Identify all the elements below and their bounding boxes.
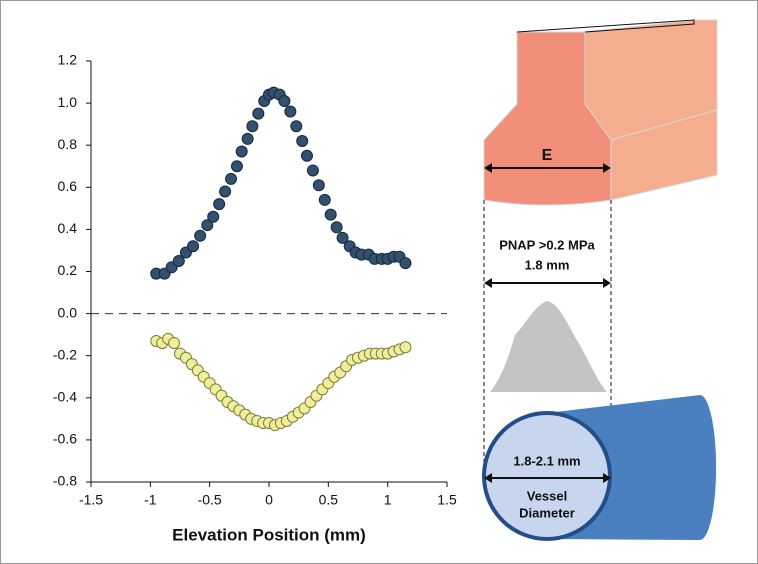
point	[278, 94, 291, 107]
x-tick-label: 1	[384, 492, 392, 508]
x-tick-label: 0	[265, 492, 273, 508]
vessel-label: Diameter	[519, 505, 575, 520]
point	[399, 341, 412, 354]
point	[330, 221, 343, 234]
e-label: E	[542, 147, 553, 164]
point	[318, 193, 331, 206]
point	[213, 198, 226, 211]
vessel-size: 1.8-2.1 mm	[513, 453, 580, 468]
y-tick-label: 0.8	[58, 136, 78, 152]
point	[219, 185, 232, 198]
pressure-width: 1.8 mm	[525, 257, 570, 272]
point	[284, 105, 297, 118]
point	[296, 134, 309, 147]
y-tick-label: 0.2	[58, 262, 78, 278]
point	[290, 120, 303, 133]
point	[194, 229, 207, 242]
y-tick-label: -0.6	[53, 431, 77, 447]
y-tick-label: 0.0	[58, 304, 78, 320]
point	[235, 145, 248, 158]
point	[336, 231, 349, 244]
y-tick-label: -0.2	[53, 346, 77, 362]
point	[306, 164, 319, 177]
y-tick-label: 0.4	[58, 220, 78, 236]
point	[312, 179, 325, 192]
point	[168, 337, 181, 350]
y-tick-label: 0.6	[58, 178, 78, 194]
x-tick-label: -1.5	[79, 492, 103, 508]
x-tick-label: 0.5	[319, 492, 339, 508]
point	[207, 210, 220, 223]
x-tick-label: -0.5	[198, 492, 222, 508]
point	[172, 254, 185, 267]
x-tick-label: 1.5	[437, 492, 457, 508]
vessel-lumen	[482, 411, 612, 541]
diagram: E PNAP >0.2 MPa 1.8 mm 1.8-2.1 mm Vessel…	[482, 19, 718, 541]
pressure-label: PNAP >0.2 MPa	[499, 237, 595, 252]
point	[201, 219, 214, 232]
point	[225, 172, 238, 185]
point	[241, 132, 254, 145]
pressure-profile	[490, 301, 607, 392]
y-tick-label: 1.0	[58, 94, 78, 110]
y-tick-label: 1.2	[58, 52, 78, 68]
y-tick-label: -0.8	[53, 473, 77, 489]
plot: 1.2 1.0 0.8 0.6 0.4 0.2 0.0 -0.2 -0.4 -0.6 -0.8-1.…	[53, 52, 457, 508]
point	[399, 257, 412, 270]
point	[252, 107, 265, 120]
point	[324, 208, 337, 221]
x-axis-label: Elevation Position (mm)	[172, 525, 366, 544]
point	[187, 240, 200, 253]
point	[230, 160, 243, 173]
point	[300, 149, 313, 162]
vessel-label: Vessel	[527, 488, 568, 503]
x-tick-label: -1	[144, 492, 157, 508]
y-tick-label: -0.4	[53, 389, 77, 405]
point	[246, 120, 259, 133]
box-top	[516, 19, 695, 33]
